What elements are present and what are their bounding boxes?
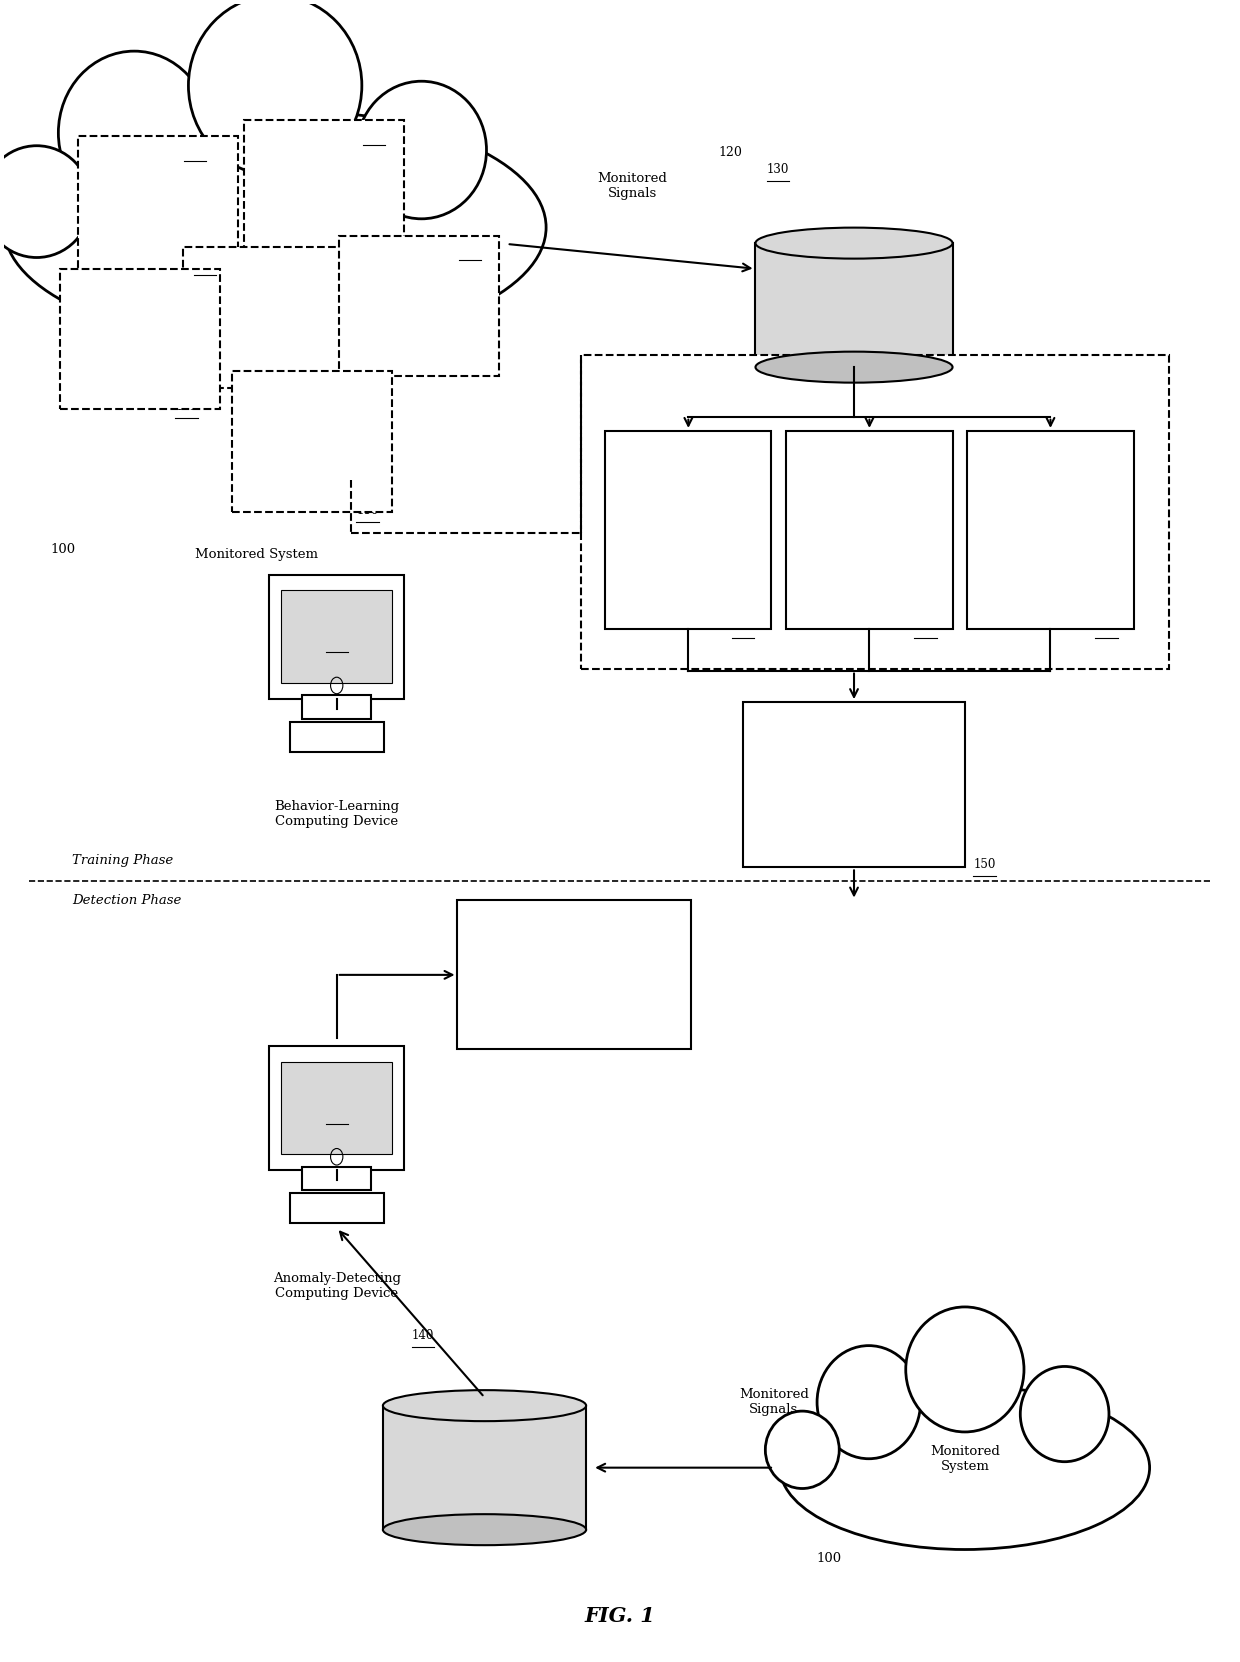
Text: 111: 111 (184, 143, 206, 156)
Ellipse shape (755, 352, 952, 382)
Text: Real Time Data: Real Time Data (433, 1461, 536, 1474)
Text: 116: 116 (356, 504, 378, 517)
FancyBboxPatch shape (580, 354, 1169, 668)
Text: Steady
Component
Identification: Steady Component Identification (645, 500, 732, 543)
Text: 115: 115 (459, 243, 481, 256)
Text: Behavior-Learning
Computing Device: Behavior-Learning Computing Device (274, 801, 399, 828)
FancyBboxPatch shape (743, 701, 965, 868)
Text: Component
State
Transition: Component State Transition (1013, 500, 1087, 543)
Ellipse shape (755, 228, 952, 259)
Text: Component
Behavioral
Models: Component Behavioral Models (816, 763, 893, 806)
Text: Anomaly-Detecting
Computing Device: Anomaly-Detecting Computing Device (273, 1271, 401, 1300)
Text: Component
F: Component F (274, 435, 351, 464)
Text: Component
A: Component A (120, 201, 196, 229)
Text: 113: 113 (175, 399, 197, 412)
Text: FIG. 1: FIG. 1 (584, 1607, 656, 1627)
Ellipse shape (58, 52, 210, 214)
FancyBboxPatch shape (458, 901, 692, 1049)
Ellipse shape (0, 146, 91, 258)
Text: Monitored
Signals: Monitored Signals (739, 1388, 808, 1416)
Text: 120: 120 (719, 146, 743, 160)
Text: Component
B: Component B (286, 184, 363, 213)
Ellipse shape (356, 81, 486, 219)
Ellipse shape (780, 1386, 1149, 1549)
Ellipse shape (188, 0, 362, 176)
FancyBboxPatch shape (281, 590, 392, 683)
FancyBboxPatch shape (967, 430, 1133, 630)
FancyBboxPatch shape (303, 695, 371, 718)
Text: Monitored
System: Monitored System (930, 1446, 999, 1474)
FancyBboxPatch shape (281, 1062, 392, 1155)
Text: Anomaly
Detection: Anomaly Detection (542, 961, 606, 989)
FancyBboxPatch shape (60, 269, 219, 409)
Text: 112: 112 (362, 126, 384, 140)
FancyBboxPatch shape (290, 721, 383, 751)
FancyBboxPatch shape (755, 243, 952, 367)
Ellipse shape (383, 1514, 587, 1546)
FancyBboxPatch shape (232, 371, 392, 512)
Ellipse shape (765, 1411, 839, 1489)
FancyBboxPatch shape (78, 136, 238, 278)
Ellipse shape (383, 1389, 587, 1421)
Text: Component
D: Component D (227, 312, 304, 339)
Text: Component
C: Component C (102, 334, 179, 361)
Ellipse shape (1021, 1366, 1109, 1461)
Ellipse shape (905, 1306, 1024, 1433)
FancyBboxPatch shape (383, 1406, 587, 1529)
FancyBboxPatch shape (182, 248, 348, 387)
Text: 101: 101 (326, 635, 348, 647)
Text: 140: 140 (412, 1330, 434, 1341)
Ellipse shape (817, 1346, 920, 1459)
Text: 102: 102 (326, 1105, 348, 1119)
Text: Monitored
Signals: Monitored Signals (598, 173, 667, 199)
FancyBboxPatch shape (786, 430, 952, 630)
Text: Monitored System: Monitored System (195, 548, 319, 562)
Text: 100: 100 (51, 543, 76, 557)
Text: Training Phase: Training Phase (72, 854, 174, 868)
Text: 162: 162 (914, 620, 936, 633)
FancyBboxPatch shape (605, 430, 771, 630)
FancyBboxPatch shape (244, 120, 404, 261)
Text: Component
E: Component E (381, 301, 458, 327)
Text: 130: 130 (766, 163, 789, 176)
Text: 164: 164 (1095, 620, 1117, 633)
Text: Detection Phase: Detection Phase (72, 894, 181, 907)
FancyBboxPatch shape (269, 1045, 404, 1170)
Ellipse shape (4, 110, 546, 346)
FancyBboxPatch shape (340, 236, 500, 376)
FancyBboxPatch shape (269, 575, 404, 698)
Text: 114: 114 (193, 258, 216, 271)
Text: 100: 100 (817, 1552, 842, 1566)
Text: 150: 150 (973, 858, 996, 871)
FancyBboxPatch shape (303, 1167, 371, 1190)
FancyBboxPatch shape (290, 1193, 383, 1223)
Text: 166: 166 (732, 620, 754, 633)
Text: Historical Data: Historical Data (804, 299, 905, 312)
Text: Component
State Mining: Component State Mining (827, 509, 911, 535)
